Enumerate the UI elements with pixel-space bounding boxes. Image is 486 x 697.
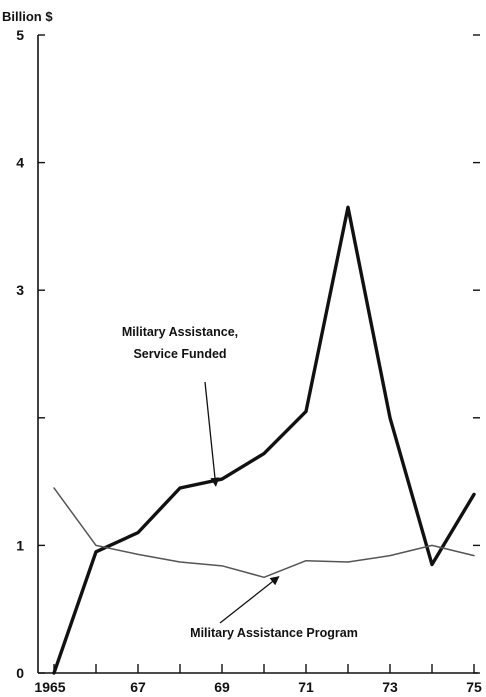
y-axis-unit-label: Billion $	[2, 9, 53, 24]
annotation-arrow	[204, 381, 220, 487]
x-tick-label: 67	[130, 679, 146, 695]
series-line-1	[52, 205, 476, 675]
y-tick-label: 3	[16, 282, 24, 298]
y-tick-label: 0	[16, 665, 24, 681]
series-line-2	[53, 487, 475, 579]
y-tick-label: 4	[16, 155, 24, 171]
x-tick-label: 75	[466, 679, 482, 695]
y-tick-label: 1	[16, 537, 24, 553]
axes: 0 1 3 4 5 1965 67 69 71 73 75	[16, 27, 482, 695]
x-tick-label: 1965	[34, 679, 65, 695]
x-tick-label: 71	[298, 679, 314, 695]
annotation-layer: Military Assistance, Service Funded Milita…	[122, 325, 358, 640]
y-tick-label: 5	[16, 27, 24, 43]
annotation-arrow	[219, 576, 280, 624]
annotation-label: Service Funded	[133, 347, 226, 361]
x-tick-label: 73	[382, 679, 398, 695]
x-tick-label: 69	[214, 679, 230, 695]
annotation-label: Military Assistance,	[122, 325, 238, 339]
annotation-label: Military Assistance Program	[190, 626, 358, 640]
series-layer	[52, 205, 476, 675]
